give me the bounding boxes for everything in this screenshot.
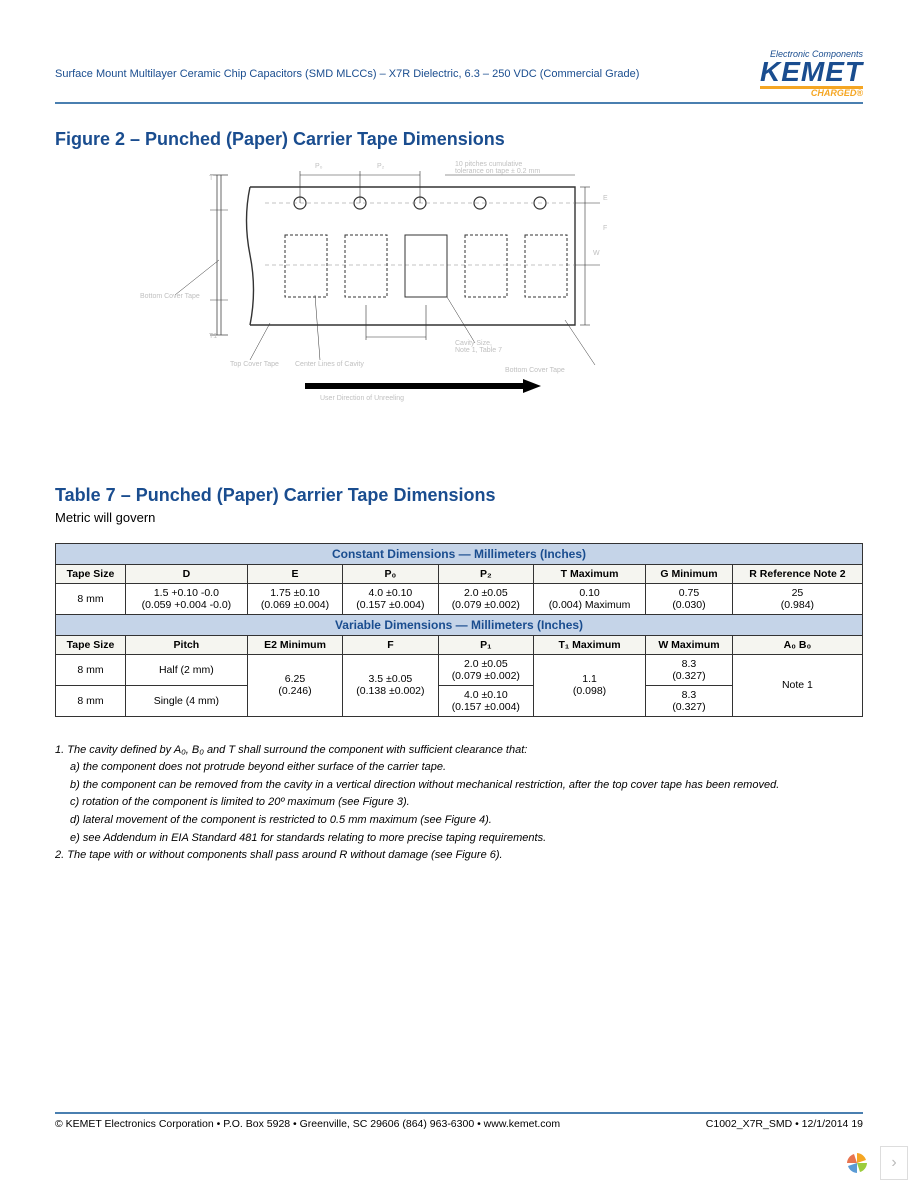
footer-left: © KEMET Electronics Corporation • P.O. B… xyxy=(55,1118,560,1130)
vcol-ab: A₀ B₀ xyxy=(732,635,862,654)
logo-charged: CHARGED® xyxy=(760,89,863,98)
label-pitch-note: 10 pitches cumulative tolerance on tape … xyxy=(455,161,540,175)
unreeling-arrow xyxy=(305,383,525,389)
label-p0: P₀ xyxy=(315,163,323,170)
vcol-p1: P₁ xyxy=(438,635,533,654)
col-tape-size: Tape Size xyxy=(56,564,126,583)
c-r: 25 (0.984) xyxy=(732,583,862,614)
c-size: 8 mm xyxy=(56,583,126,614)
v1-p1: 2.0 ±0.05 (0.079 ±0.002) xyxy=(438,654,533,685)
v2-pitch: Single (4 mm) xyxy=(125,685,247,716)
doc-title: Surface Mount Multilayer Ceramic Chip Ca… xyxy=(55,68,639,80)
label-p2: P₂ xyxy=(377,163,384,170)
note-1b: b) the component can be removed from the… xyxy=(70,777,863,795)
c-p2: 2.0 ±0.05 (0.079 ±0.002) xyxy=(438,583,533,614)
v-t1: 1.1 (0.098) xyxy=(534,654,646,716)
vcol-e2: E2 Minimum xyxy=(247,635,342,654)
label-e: E xyxy=(603,195,608,202)
notes-block: 1. The cavity defined by A₀, B₀ and T sh… xyxy=(55,742,863,865)
c-d: 1.5 +0.10 -0.0 (0.059 +0.004 -0.0) xyxy=(125,583,247,614)
vcol-f: F xyxy=(343,635,438,654)
v-f: 3.5 ±0.05 (0.138 ±0.002) xyxy=(343,654,438,716)
label-t1: T1 xyxy=(209,333,217,340)
v2-p1: 4.0 ±0.10 (0.157 ±0.004) xyxy=(438,685,533,716)
chevron-right-icon: › xyxy=(891,1154,896,1172)
col-p2: P₂ xyxy=(438,564,533,583)
logo-main: KEMET xyxy=(760,59,863,89)
page-header: Surface Mount Multilayer Ceramic Chip Ca… xyxy=(55,50,863,104)
v1-w: 8.3 (0.327) xyxy=(646,654,733,685)
next-page-button[interactable]: › xyxy=(880,1146,908,1180)
figure2-title: Figure 2 – Punched (Paper) Carrier Tape … xyxy=(55,129,863,150)
page-footer: © KEMET Electronics Corporation • P.O. B… xyxy=(55,1112,863,1130)
figure2-diagram: P₀ P₂ 10 pitches cumulative tolerance on… xyxy=(155,165,635,425)
col-p0: P₀ xyxy=(343,564,438,583)
label-t: T xyxy=(209,175,213,182)
col-rref: R Reference Note 2 xyxy=(732,564,862,583)
col-d: D xyxy=(125,564,247,583)
vcol-size: Tape Size xyxy=(56,635,126,654)
label-w: W xyxy=(593,250,600,257)
c-g: 0.75 (0.030) xyxy=(646,583,733,614)
col-e: E xyxy=(247,564,342,583)
note-1: 1. The cavity defined by A₀, B₀ and T sh… xyxy=(55,742,863,760)
v1-size: 8 mm xyxy=(56,654,126,685)
v-e2: 6.25 (0.246) xyxy=(247,654,342,716)
vcol-pitch: Pitch xyxy=(125,635,247,654)
const-header: Constant Dimensions — Millimeters (Inche… xyxy=(56,543,863,564)
logo: Electronic Components KEMET CHARGED® xyxy=(760,50,863,98)
footer-right: C1002_X7R_SMD • 12/1/2014 19 xyxy=(706,1118,863,1130)
c-p0: 4.0 ±0.10 (0.157 ±0.004) xyxy=(343,583,438,614)
label-f: F xyxy=(603,225,607,232)
label-bottom-cover2: Bottom Cover Tape xyxy=(505,367,565,374)
col-tmax: T Maximum xyxy=(534,564,646,583)
label-top-cover: Top Cover Tape xyxy=(230,361,279,368)
vcol-w: W Maximum xyxy=(646,635,733,654)
pinwheel-icon[interactable] xyxy=(842,1148,872,1178)
c-e: 1.75 ±0.10 (0.069 ±0.004) xyxy=(247,583,342,614)
label-cavity: Cavity Size, Note 1, Table 7 xyxy=(455,340,502,354)
label-bottom-cover: Bottom Cover Tape xyxy=(140,293,200,300)
v2-size: 8 mm xyxy=(56,685,126,716)
table7-subtitle: Metric will govern xyxy=(55,510,863,525)
c-t: 0.10 (0.004) Maximum xyxy=(534,583,646,614)
note-1e: e) see Addendum in EIA Standard 481 for … xyxy=(70,830,863,848)
vcol-t1: T₁ Maximum xyxy=(534,635,646,654)
v2-w: 8.3 (0.327) xyxy=(646,685,733,716)
v1-pitch: Half (2 mm) xyxy=(125,654,247,685)
unreeling-arrow-head xyxy=(523,379,541,393)
note-2: 2. The tape with or without components s… xyxy=(55,847,863,865)
note-1c: c) rotation of the component is limited … xyxy=(70,794,863,812)
note-1d: d) lateral movement of the component is … xyxy=(70,812,863,830)
var-header: Variable Dimensions — Millimeters (Inche… xyxy=(56,614,863,635)
label-user-dir: User Direction of Unreeling xyxy=(320,395,404,402)
table7: Constant Dimensions — Millimeters (Inche… xyxy=(55,543,863,717)
label-center-lines: Center Lines of Cavity xyxy=(295,361,364,368)
nav-widget: › xyxy=(842,1146,908,1180)
v-ab: Note 1 xyxy=(732,654,862,716)
col-gmin: G Minimum xyxy=(646,564,733,583)
table7-title: Table 7 – Punched (Paper) Carrier Tape D… xyxy=(55,485,863,506)
note-1a: a) the component does not protrude beyon… xyxy=(70,759,863,777)
